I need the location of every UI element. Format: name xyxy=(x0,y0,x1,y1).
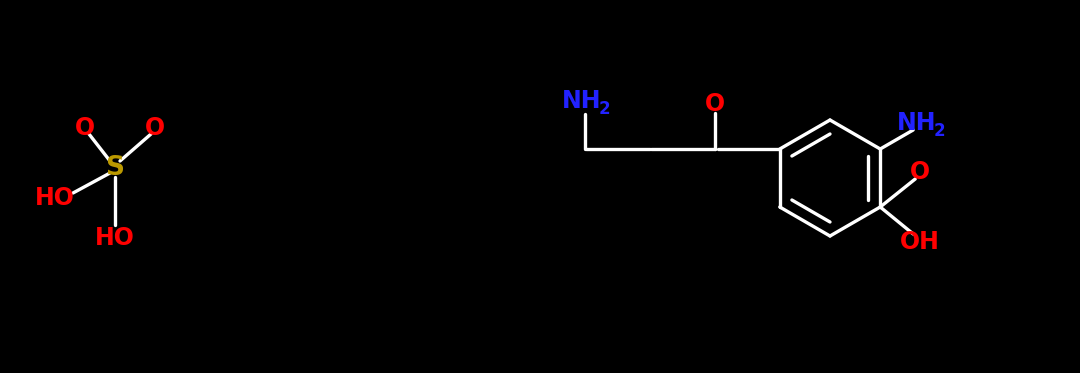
Text: 2: 2 xyxy=(933,122,945,141)
Text: NH: NH xyxy=(562,89,602,113)
Text: O: O xyxy=(910,160,930,184)
Text: OH: OH xyxy=(901,230,941,254)
Text: NH: NH xyxy=(896,112,936,135)
Text: S: S xyxy=(106,155,124,181)
Text: 2: 2 xyxy=(599,100,610,118)
Text: O: O xyxy=(705,92,725,116)
Text: O: O xyxy=(75,116,95,140)
Text: HO: HO xyxy=(95,226,135,250)
Text: HO: HO xyxy=(35,186,75,210)
Text: O: O xyxy=(145,116,165,140)
